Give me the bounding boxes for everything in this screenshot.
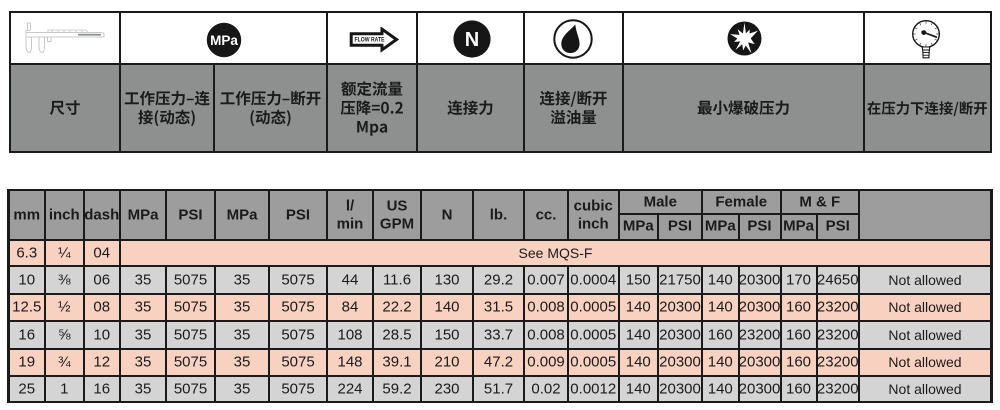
- svg-text:N: N: [464, 29, 478, 51]
- svg-text:MPa: MPa: [210, 33, 238, 48]
- svg-text:FLOW RATE: FLOW RATE: [355, 37, 385, 43]
